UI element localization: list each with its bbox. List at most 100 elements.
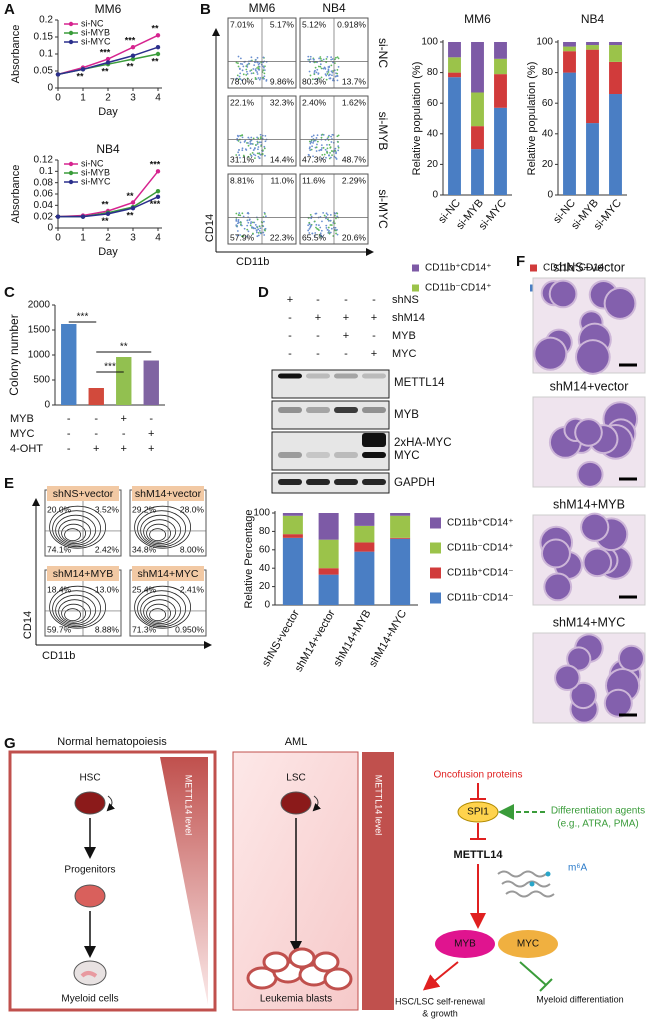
flow-dot xyxy=(314,139,317,142)
cell-nucleus xyxy=(584,549,611,576)
quadrant-value: 8.00% xyxy=(180,544,205,554)
quadrant-value: 0.950% xyxy=(175,624,204,634)
flow-dot xyxy=(259,232,262,235)
legend-label: si-NC xyxy=(81,158,104,168)
bar-segment xyxy=(318,568,339,575)
flow-dot xyxy=(324,73,327,76)
quadrant-value: 74.1% xyxy=(47,544,72,554)
band-label: GAPDH xyxy=(394,477,435,489)
flow-dot xyxy=(319,226,322,229)
flow-dot xyxy=(334,212,336,215)
bar-segment xyxy=(609,42,622,46)
flow-dot xyxy=(256,73,259,75)
flow-dot xyxy=(316,68,319,71)
legend-marker xyxy=(68,161,74,167)
cell-nucleus xyxy=(568,648,590,670)
contour xyxy=(134,585,192,629)
bar-segment xyxy=(471,92,484,127)
flow-dot xyxy=(333,69,336,72)
flow-dot xyxy=(312,134,315,137)
flow-dot xyxy=(308,221,311,224)
flow-dot xyxy=(326,73,329,75)
flow-dot xyxy=(315,150,318,152)
quadrant-value: 78.0% xyxy=(230,76,255,86)
x-axis-label: CD11b xyxy=(42,650,75,662)
flow-dot xyxy=(264,140,267,143)
blot-condition: MYB xyxy=(392,330,416,342)
y-tick-label: 0 xyxy=(264,600,270,611)
flow-dot xyxy=(314,232,317,234)
flow-dot xyxy=(309,213,312,216)
flow-dot xyxy=(258,62,261,65)
bar-segment xyxy=(448,72,461,78)
flow-dot xyxy=(337,149,340,152)
quadrant-value: 7.01% xyxy=(230,19,255,29)
condition-box xyxy=(47,486,119,501)
flow-dot xyxy=(307,58,310,61)
quadrant-value: 11.0% xyxy=(271,175,295,185)
legend-label: CD11b⁻CD14⁺ xyxy=(447,543,514,554)
flow-dot xyxy=(264,213,266,215)
condition-label: MYC xyxy=(10,428,35,440)
flow-dot xyxy=(257,67,260,70)
self-renew-arrow xyxy=(106,795,116,812)
level-label: METTL14 level xyxy=(184,775,194,836)
flow-dot xyxy=(321,220,323,223)
legend-swatch xyxy=(412,284,419,292)
x-axis-label: CD11b xyxy=(236,256,269,268)
flow-dot xyxy=(241,136,244,139)
y-axis-label: Relative population (%) xyxy=(526,62,538,176)
flow-dot xyxy=(322,146,325,149)
flow-dot xyxy=(256,56,259,59)
flow-dot xyxy=(330,150,333,152)
flow-dot xyxy=(336,72,339,75)
legend-label: CD11b⁺CD14⁺ xyxy=(447,518,514,529)
flow-dot xyxy=(320,67,323,70)
flow-dot xyxy=(242,65,245,68)
flow-dot xyxy=(252,153,255,156)
flow-dot xyxy=(256,235,259,238)
legend-swatch xyxy=(430,567,441,579)
cell-nucleus xyxy=(605,690,631,716)
condition-sign: + xyxy=(121,413,127,425)
quadrant-value: 22.3% xyxy=(270,232,295,242)
blot-strip xyxy=(271,431,390,471)
flow-dot xyxy=(312,140,315,143)
chart-title: NB4 xyxy=(581,12,605,26)
bar-segment xyxy=(448,57,461,73)
condition-sign: - xyxy=(122,428,126,440)
x-tick-label: shNS+vector xyxy=(260,608,302,669)
flow-dot xyxy=(326,228,329,231)
flow-dot xyxy=(245,68,248,71)
flow-dot xyxy=(238,154,241,156)
point xyxy=(155,194,161,200)
flow-dot xyxy=(316,78,319,80)
flow-dot xyxy=(307,153,310,156)
flow-dot xyxy=(336,215,339,218)
flow-dot xyxy=(257,228,260,231)
quadrant-value: 2.40% xyxy=(302,97,327,107)
flow-dot xyxy=(334,56,337,59)
panel-letter: F xyxy=(516,253,525,270)
y-tick-label: 0.04 xyxy=(34,200,54,211)
blot-band xyxy=(278,373,302,379)
flow-dot xyxy=(257,63,260,66)
y-tick-label: 0.15 xyxy=(34,32,54,43)
bar-segment xyxy=(494,58,507,75)
contour xyxy=(55,514,96,546)
blot-sign: + xyxy=(287,294,293,306)
flow-dot xyxy=(308,232,311,234)
flow-dot xyxy=(236,222,239,225)
quadrant-value: 80.3% xyxy=(302,76,327,86)
blot-band xyxy=(306,407,330,413)
flow-dot xyxy=(263,75,266,78)
flow-dot xyxy=(254,144,257,146)
flow-dot xyxy=(333,62,336,65)
flow-dot xyxy=(256,152,259,155)
flow-dot xyxy=(264,227,267,230)
flow-dot xyxy=(336,212,339,215)
column-title: NB4 xyxy=(322,1,346,15)
y-axis-label: Relative Percentage xyxy=(243,509,255,608)
flow-dot xyxy=(247,155,250,158)
y-tick-label: 2000 xyxy=(28,300,51,311)
